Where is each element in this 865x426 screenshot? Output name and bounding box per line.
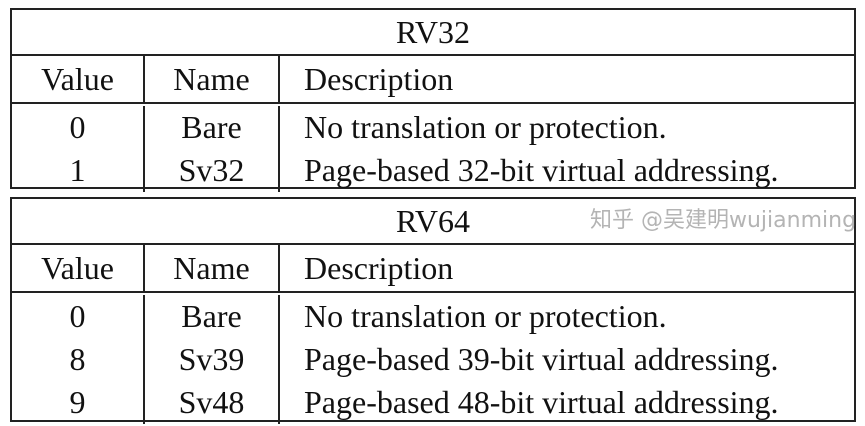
header-row: Value Name Description <box>12 245 854 293</box>
watermark: 知乎 @吴建明wujianming <box>590 208 857 233</box>
cell-value: 8 <box>12 338 145 381</box>
table-row: 0 Bare No translation or protection. <box>12 106 854 149</box>
table-row: 8 Sv39 Page-based 39-bit virtual address… <box>12 338 854 381</box>
cell-name: Sv39 <box>145 338 280 381</box>
cell-name: Sv48 <box>145 381 280 424</box>
cell-description: No translation or protection. <box>304 109 667 145</box>
header-row: Value Name Description <box>12 56 854 104</box>
cell-description: Page-based 39-bit virtual addressing. <box>304 341 779 377</box>
table-body: 0 Bare No translation or protection. 8 S… <box>12 293 854 426</box>
header-name: Name <box>145 56 280 102</box>
cell-value: 0 <box>12 106 145 149</box>
cell-description: No translation or protection. <box>304 298 667 334</box>
cell-value: 1 <box>12 149 145 192</box>
cell-value: 9 <box>12 381 145 424</box>
cell-description: Page-based 32-bit virtual addressing. <box>304 152 779 188</box>
cell-name: Sv32 <box>145 149 280 192</box>
cell-description: Page-based 48-bit virtual addressing. <box>304 384 779 420</box>
header-value: Value <box>12 245 145 291</box>
cell-name: Bare <box>145 106 280 149</box>
table-row: 1 Sv32 Page-based 32-bit virtual address… <box>12 149 854 192</box>
header-description: Description <box>304 61 454 97</box>
header-name: Name <box>145 245 280 291</box>
header-description: Description <box>304 250 454 286</box>
table-title: RV32 <box>12 10 854 56</box>
table-row: 9 Sv48 Page-based 48-bit virtual address… <box>12 381 854 424</box>
table-title: RV64 <box>12 199 854 245</box>
rv64-table: RV64 Value Name Description 0 Bare No tr… <box>10 197 856 424</box>
table-body: 0 Bare No translation or protection. 1 S… <box>12 104 854 194</box>
rv32-table: RV32 Value Name Description 0 Bare No tr… <box>10 8 856 192</box>
table-row: 0 Bare No translation or protection. <box>12 295 854 338</box>
cell-name: Bare <box>145 295 280 338</box>
cell-value: 0 <box>12 295 145 338</box>
header-value: Value <box>12 56 145 102</box>
